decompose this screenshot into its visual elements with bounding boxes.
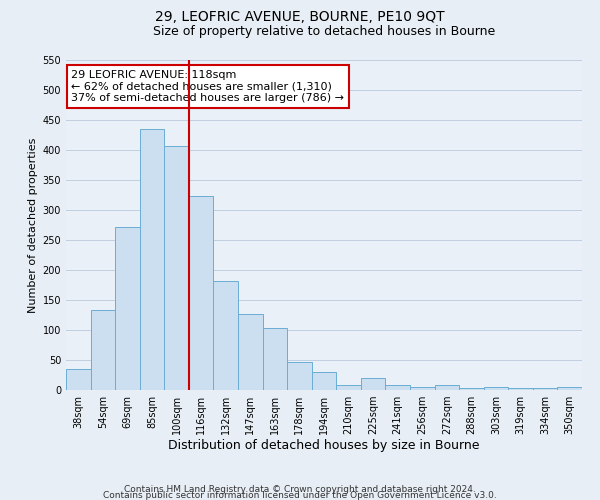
Bar bbox=[115, 227, 140, 390]
Y-axis label: Number of detached properties: Number of detached properties bbox=[28, 138, 38, 312]
Bar bbox=[385, 385, 410, 390]
Bar bbox=[484, 387, 508, 390]
Bar bbox=[312, 372, 336, 390]
Bar bbox=[189, 196, 214, 390]
Text: 29 LEOFRIC AVENUE: 118sqm
← 62% of detached houses are smaller (1,310)
37% of se: 29 LEOFRIC AVENUE: 118sqm ← 62% of detac… bbox=[71, 70, 344, 103]
Bar bbox=[533, 388, 557, 390]
Title: Size of property relative to detached houses in Bourne: Size of property relative to detached ho… bbox=[153, 25, 495, 38]
Bar bbox=[508, 388, 533, 390]
Bar bbox=[557, 387, 582, 390]
Text: 29, LEOFRIC AVENUE, BOURNE, PE10 9QT: 29, LEOFRIC AVENUE, BOURNE, PE10 9QT bbox=[155, 10, 445, 24]
Bar bbox=[66, 369, 91, 390]
Bar bbox=[238, 314, 263, 390]
Bar bbox=[287, 362, 312, 390]
Bar bbox=[263, 328, 287, 390]
Bar bbox=[140, 129, 164, 390]
X-axis label: Distribution of detached houses by size in Bourne: Distribution of detached houses by size … bbox=[168, 438, 480, 452]
Bar bbox=[361, 378, 385, 390]
Bar bbox=[164, 146, 189, 390]
Bar bbox=[91, 310, 115, 390]
Text: Contains public sector information licensed under the Open Government Licence v3: Contains public sector information licen… bbox=[103, 490, 497, 500]
Bar bbox=[410, 387, 434, 390]
Bar bbox=[336, 385, 361, 390]
Text: Contains HM Land Registry data © Crown copyright and database right 2024.: Contains HM Land Registry data © Crown c… bbox=[124, 484, 476, 494]
Bar bbox=[459, 388, 484, 390]
Bar bbox=[434, 385, 459, 390]
Bar bbox=[214, 281, 238, 390]
